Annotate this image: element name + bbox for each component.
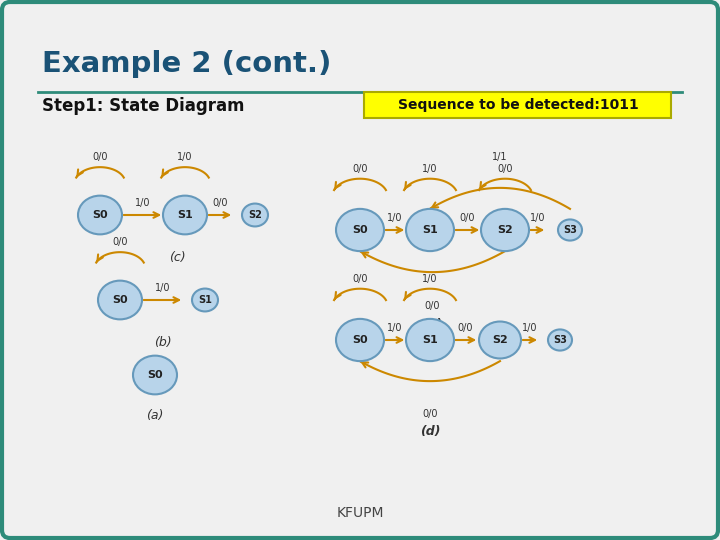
Text: S2: S2 <box>497 225 513 235</box>
Text: (b): (b) <box>153 336 171 349</box>
Text: 0/0: 0/0 <box>352 274 368 284</box>
Text: (e): (e) <box>423 318 443 331</box>
Ellipse shape <box>242 204 268 226</box>
Text: S0: S0 <box>147 370 163 380</box>
Text: KFUPM: KFUPM <box>336 506 384 520</box>
Ellipse shape <box>406 319 454 361</box>
Text: S3: S3 <box>563 225 577 235</box>
Text: Step1: State Diagram: Step1: State Diagram <box>42 97 245 115</box>
Text: 0/0: 0/0 <box>425 301 440 311</box>
Text: 0/0: 0/0 <box>460 213 475 223</box>
Text: S1: S1 <box>422 225 438 235</box>
Text: 0/0: 0/0 <box>92 152 108 162</box>
Ellipse shape <box>336 209 384 251</box>
Text: 1/0: 1/0 <box>422 164 438 174</box>
Text: 0/0: 0/0 <box>212 198 228 208</box>
Text: S1: S1 <box>177 210 193 220</box>
Text: 1/0: 1/0 <box>387 323 402 333</box>
Text: S0: S0 <box>352 335 368 345</box>
Text: 0/0: 0/0 <box>422 409 438 419</box>
Text: 1/0: 1/0 <box>522 323 538 333</box>
Text: 0/0: 0/0 <box>457 323 473 333</box>
Ellipse shape <box>406 209 454 251</box>
Ellipse shape <box>192 288 218 312</box>
Text: Sequence to be detected:1011: Sequence to be detected:1011 <box>397 98 639 112</box>
Ellipse shape <box>133 356 177 394</box>
Text: 1/1: 1/1 <box>492 152 508 162</box>
Text: S0: S0 <box>352 225 368 235</box>
Ellipse shape <box>98 281 142 319</box>
Text: S1: S1 <box>422 335 438 345</box>
Text: 0/0: 0/0 <box>498 164 513 174</box>
Text: (a): (a) <box>146 409 163 422</box>
Text: 1/0: 1/0 <box>530 213 545 223</box>
Text: S2: S2 <box>248 210 262 220</box>
Text: S2: S2 <box>492 335 508 345</box>
Text: 1/0: 1/0 <box>387 213 402 223</box>
Ellipse shape <box>548 329 572 350</box>
Text: 0/0: 0/0 <box>352 164 368 174</box>
Text: (c): (c) <box>169 251 186 264</box>
Ellipse shape <box>336 319 384 361</box>
Ellipse shape <box>163 195 207 234</box>
Text: Example 2 (cont.): Example 2 (cont.) <box>42 50 331 78</box>
Text: 1/0: 1/0 <box>135 198 150 208</box>
Ellipse shape <box>78 195 122 234</box>
Text: (d): (d) <box>420 425 440 438</box>
Text: S3: S3 <box>553 335 567 345</box>
Ellipse shape <box>479 321 521 359</box>
Text: S0: S0 <box>112 295 128 305</box>
Text: S0: S0 <box>92 210 108 220</box>
FancyBboxPatch shape <box>364 92 671 118</box>
Text: 1/0: 1/0 <box>155 283 170 293</box>
Ellipse shape <box>558 219 582 240</box>
Text: 1/0: 1/0 <box>422 274 438 284</box>
Ellipse shape <box>481 209 529 251</box>
Text: 0/0: 0/0 <box>112 237 127 247</box>
Text: S1: S1 <box>198 295 212 305</box>
Text: 1/0: 1/0 <box>177 152 193 162</box>
